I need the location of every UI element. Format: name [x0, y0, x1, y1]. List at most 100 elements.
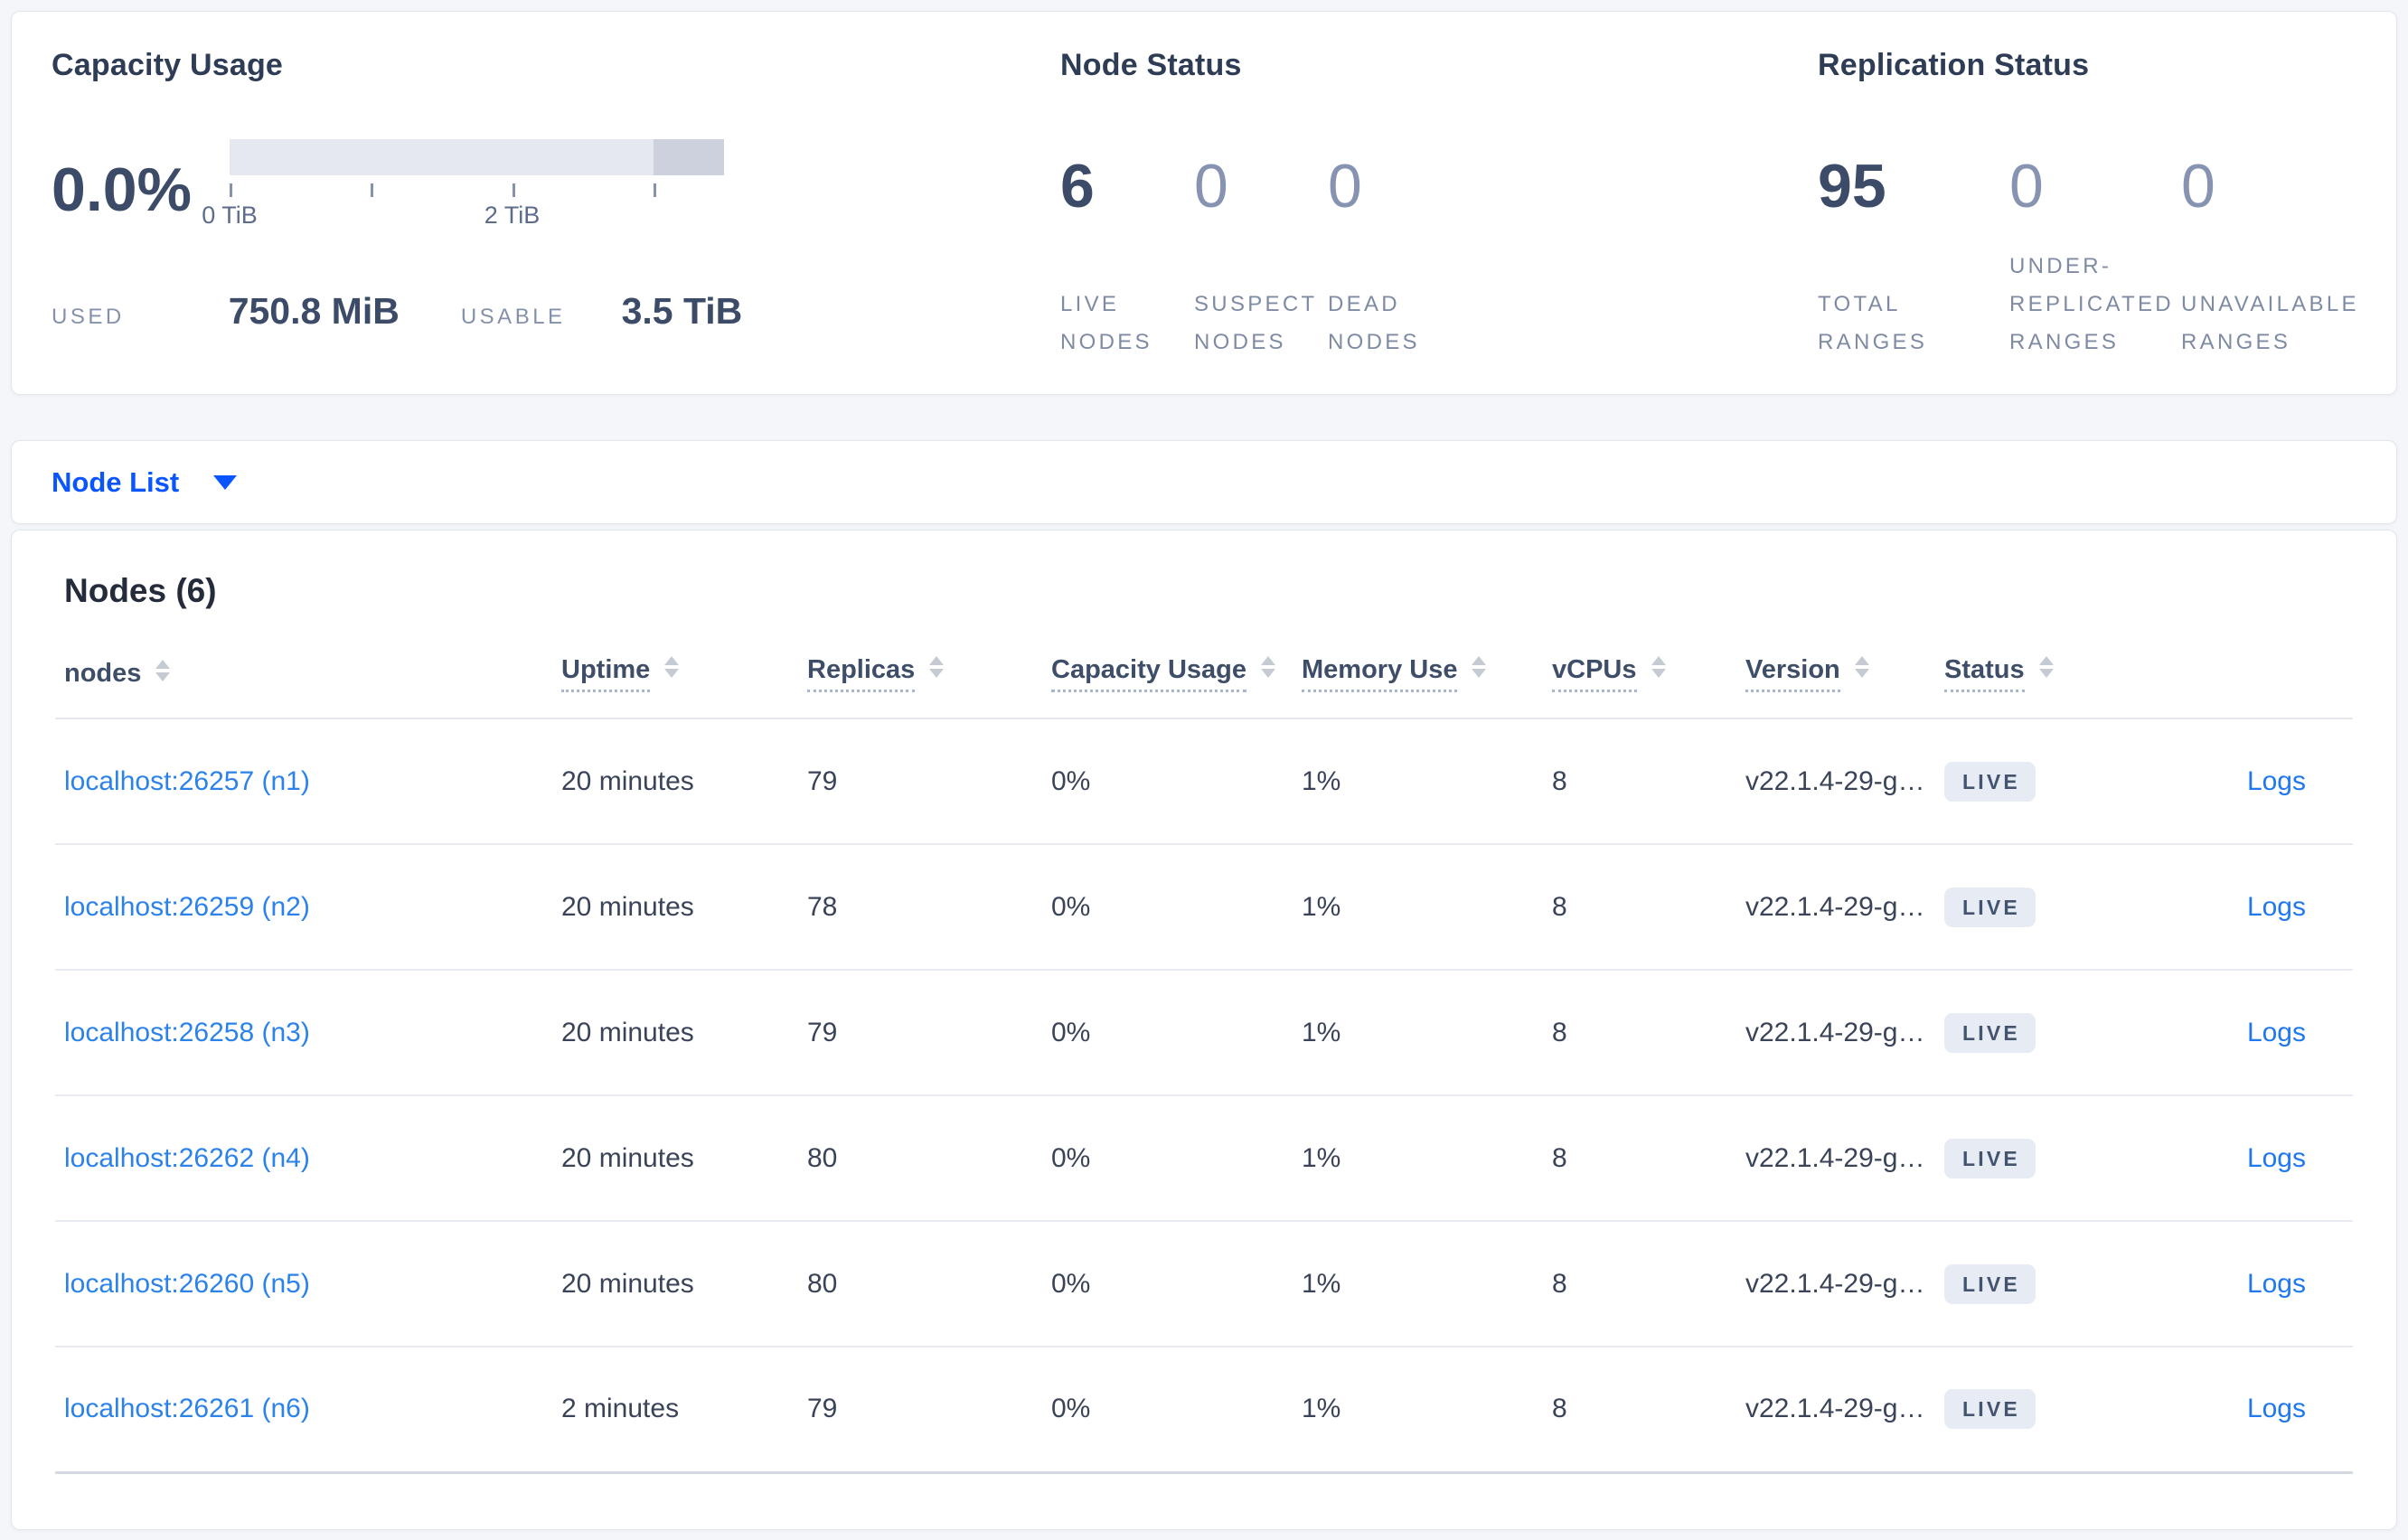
tick-label: 2 TiB — [484, 202, 541, 229]
status-badge: LIVE — [1944, 1138, 2036, 1178]
used-value: 750.8 MiB — [228, 290, 400, 332]
node-status-panel: Node Status 6 LIVE NODES 0 SUSPECT NODES… — [1060, 48, 1747, 362]
column-header-capacity-usage[interactable]: Capacity Usage — [1042, 655, 1293, 719]
sort-icon — [1261, 656, 1275, 678]
tick-mark — [230, 183, 232, 197]
node-address-cell: localhost:26259 (n2) — [55, 844, 552, 971]
suspect-nodes-value: 0 — [1194, 152, 1228, 221]
unavailable-ranges-label: UNAVAILABLE RANGES — [2181, 292, 2359, 354]
cluster-summary-card: Capacity Usage 0.0% 0 TiB 2 TiB — [11, 11, 2397, 395]
status-badge: LIVE — [1944, 761, 2036, 802]
status-cell: LIVE — [1935, 1095, 2149, 1222]
capacity-usage-cell: 0% — [1042, 844, 1293, 971]
column-header-nodes[interactable]: nodes — [55, 655, 552, 719]
column-header-vcpus[interactable]: vCPUs — [1543, 655, 1736, 719]
node-link[interactable]: localhost:26260 (n5) — [64, 1268, 310, 1299]
replicas-cell: 79 — [798, 1347, 1042, 1474]
table-header-row: nodes Uptime Replicas Capacity Usage Mem… — [55, 655, 2353, 719]
node-link[interactable]: localhost:26259 (n2) — [64, 891, 310, 922]
status-cell: LIVE — [1935, 970, 2149, 1096]
sort-icon — [664, 656, 680, 678]
node-status-title: Node Status — [1060, 48, 1242, 82]
version-cell: v22.1.4-29-g… — [1736, 970, 1935, 1096]
live-nodes-stat: 6 LIVE NODES — [1060, 134, 1194, 362]
replicas-cell: 78 — [798, 844, 1042, 971]
version-cell: v22.1.4-29-g… — [1736, 844, 1935, 971]
node-list-dropdown[interactable]: Node List — [52, 466, 238, 499]
node-link[interactable]: localhost:26262 (n4) — [64, 1142, 310, 1173]
capacity-bar-tick-labels: 0 TiB 2 TiB — [202, 202, 724, 232]
capacity-usage-cell: 0% — [1042, 1347, 1293, 1474]
tick-label: 0 TiB — [202, 202, 258, 229]
logs-link[interactable]: Logs — [2246, 765, 2306, 796]
capacity-usage-cell: 0% — [1042, 1221, 1293, 1348]
logs-cell: Logs — [2149, 970, 2353, 1096]
tick-mark — [653, 183, 656, 197]
replicas-cell: 79 — [798, 970, 1042, 1096]
column-header-uptime[interactable]: Uptime — [552, 655, 798, 719]
usable-value: 3.5 TiB — [621, 290, 743, 332]
status-cell: LIVE — [1935, 718, 2149, 845]
uptime-cell: 2 minutes — [552, 1347, 798, 1474]
logs-link[interactable]: Logs — [2246, 891, 2306, 922]
node-address-cell: localhost:26261 (n6) — [55, 1347, 552, 1474]
status-cell: LIVE — [1935, 1347, 2149, 1474]
memory-use-cell: 1% — [1293, 1347, 1543, 1474]
replication-status-title: Replication Status — [1818, 48, 2090, 82]
sort-icon — [2038, 656, 2054, 678]
column-header-version[interactable]: Version — [1736, 655, 1935, 719]
sort-icon — [1651, 656, 1666, 678]
logs-link[interactable]: Logs — [2246, 1394, 2306, 1424]
replicas-cell: 80 — [798, 1095, 1042, 1222]
capacity-usage-cell: 0% — [1042, 970, 1293, 1096]
live-nodes-label: LIVE NODES — [1060, 292, 1152, 354]
vcpus-cell: 8 — [1543, 1221, 1736, 1348]
node-link[interactable]: localhost:26261 (n6) — [64, 1394, 310, 1424]
logs-cell: Logs — [2149, 718, 2353, 845]
capacity-used-usable-row: USED 750.8 MiB USABLE 3.5 TiB — [52, 290, 1001, 333]
nodes-table-card: Nodes (6) nodes Uptime Replicas Capacity… — [11, 530, 2397, 1530]
uptime-cell: 20 minutes — [552, 844, 798, 971]
node-link[interactable]: localhost:26257 (n1) — [64, 765, 310, 796]
replication-status-panel: Replication Status 95 TOTAL RANGES 0 UND… — [1818, 48, 2378, 362]
node-address-cell: localhost:26258 (n3) — [55, 970, 552, 1096]
memory-use-cell: 1% — [1293, 844, 1543, 971]
logs-link[interactable]: Logs — [2246, 1142, 2306, 1173]
total-ranges-value: 95 — [1818, 152, 1886, 221]
dead-nodes-value: 0 — [1328, 152, 1362, 221]
chevron-down-icon — [213, 474, 238, 490]
capacity-usage-cell: 0% — [1042, 718, 1293, 845]
table-row: localhost:26262 (n4) 20 minutes 80 0% 1%… — [55, 1095, 2353, 1222]
total-ranges-label: TOTAL RANGES — [1818, 292, 1928, 354]
node-link[interactable]: localhost:26258 (n3) — [64, 1017, 310, 1047]
tick-mark — [371, 183, 374, 197]
logs-link[interactable]: Logs — [2246, 1268, 2306, 1299]
column-header-status[interactable]: Status — [1935, 655, 2149, 719]
capacity-percent-value: 0.0% — [52, 155, 192, 224]
unavailable-ranges-stat: 0 UNAVAILABLE RANGES — [2181, 134, 2378, 362]
logs-cell: Logs — [2149, 844, 2353, 971]
vcpus-cell: 8 — [1543, 718, 1736, 845]
capacity-usage-cell: 0% — [1042, 1095, 1293, 1222]
version-cell: v22.1.4-29-g… — [1736, 718, 1935, 845]
under-replicated-ranges-label: UNDER-REPLICATED RANGES — [2009, 254, 2174, 354]
version-cell: v22.1.4-29-g… — [1736, 1221, 1935, 1348]
replicas-cell: 80 — [798, 1221, 1042, 1348]
tick-mark — [512, 183, 515, 197]
version-cell: v22.1.4-29-g… — [1736, 1347, 1935, 1474]
table-row: localhost:26257 (n1) 20 minutes 79 0% 1%… — [55, 718, 2353, 845]
status-badge: LIVE — [1944, 1389, 2036, 1430]
suspect-nodes-stat: 0 SUSPECT NODES — [1194, 134, 1328, 362]
sort-icon — [1854, 656, 1869, 678]
vcpus-cell: 8 — [1543, 1347, 1736, 1474]
column-header-replicas[interactable]: Replicas — [798, 655, 1042, 719]
column-header-logs — [2149, 655, 2353, 719]
version-cell: v22.1.4-29-g… — [1736, 1095, 1935, 1222]
usable-label: USABLE — [460, 305, 566, 329]
logs-link[interactable]: Logs — [2246, 1017, 2306, 1047]
column-header-memory-use[interactable]: Memory Use — [1293, 655, 1543, 719]
memory-use-cell: 1% — [1293, 1221, 1543, 1348]
under-replicated-ranges-value: 0 — [2009, 152, 2044, 221]
dead-nodes-stat: 0 DEAD NODES — [1328, 134, 1462, 362]
memory-use-cell: 1% — [1293, 718, 1543, 845]
